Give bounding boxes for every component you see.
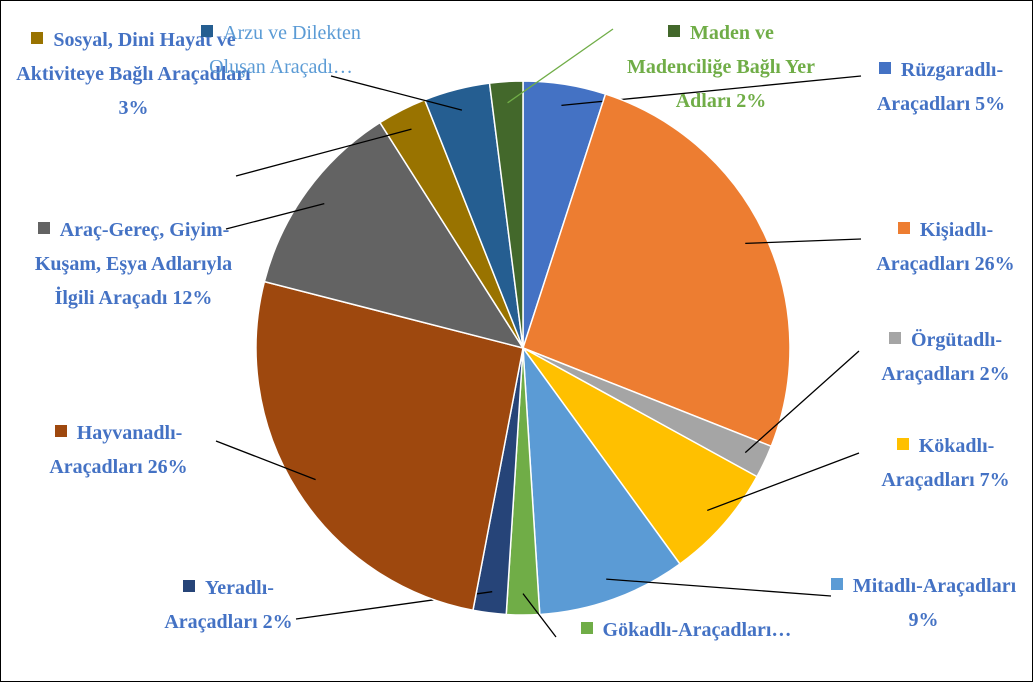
value-label: 2% xyxy=(979,363,1010,385)
value-label: 12% xyxy=(172,287,213,309)
legend-marker xyxy=(201,25,214,37)
leader-line xyxy=(235,128,412,177)
legend-marker xyxy=(668,25,681,37)
data-label: Kişiadlı-Araçadları 26% xyxy=(863,213,1028,281)
value-label: 26% xyxy=(147,456,188,478)
category-label: Örgütadlı-Araçadları xyxy=(881,329,1003,385)
data-label: Araç-Gereç, Giyim-Kuşam, Eşya Adlarıyla … xyxy=(16,213,251,315)
value-label: 2% xyxy=(262,611,293,633)
category-label: Rüzgaradlı-Araçadları xyxy=(876,59,1004,115)
pie-slice xyxy=(255,280,524,612)
leader-line xyxy=(225,202,325,230)
legend-marker xyxy=(878,62,891,74)
category-label: Sosyal, Dini Hayat ve Aktiviteye Bağlı A… xyxy=(16,29,251,85)
legend-marker xyxy=(897,222,910,234)
legend-marker xyxy=(888,332,901,344)
category-label: Kişiadlı-Araçadları xyxy=(876,219,994,275)
category-label: Yeradlı-Araçadları xyxy=(164,577,274,633)
data-label: Kökadlı-Araçadları 7% xyxy=(863,429,1028,497)
pie-slice xyxy=(263,121,525,350)
data-label: Yeradlı-Araçadları 2% xyxy=(141,571,316,639)
category-label: Maden ve Madenciliğe Bağlı Yer Adları xyxy=(626,22,816,112)
leader-line xyxy=(606,578,832,597)
leader-line xyxy=(507,28,614,104)
leader-line xyxy=(745,238,862,245)
value-label: 9% xyxy=(908,609,939,631)
category-label: Mitadlı-Araçadları xyxy=(852,575,1017,597)
category-label: Araç-Gereç, Giyim-Kuşam, Eşya Adlarıyla … xyxy=(34,219,233,309)
leader-line xyxy=(215,440,316,481)
legend-marker xyxy=(830,578,843,590)
data-label: Hayvanadlı-Araçadları 26% xyxy=(11,416,226,484)
leader-line xyxy=(330,75,463,111)
data-label: Mitadlı-Araçadları 9% xyxy=(821,569,1026,637)
category-label: Hayvanadlı-Araçadları xyxy=(49,422,183,478)
legend-marker xyxy=(37,222,50,234)
data-label: Sosyal, Dini Hayat ve Aktiviteye Bağlı A… xyxy=(16,23,251,125)
category-label: Kökadlı-Araçadları xyxy=(881,435,995,491)
value-label: 7% xyxy=(979,469,1010,491)
data-label: Arzu ve Dilekten Oluşan Araçadı… xyxy=(176,16,386,84)
pie-slice xyxy=(522,345,681,616)
value-label: 3% xyxy=(118,97,149,119)
leader-line xyxy=(744,350,860,454)
data-label: Gökadlı-Araçadları… xyxy=(561,613,811,647)
legend-marker xyxy=(31,32,44,44)
pie-slice xyxy=(522,347,758,566)
legend-marker xyxy=(183,580,196,592)
leader-line xyxy=(707,452,860,512)
category-label: Arzu ve Dilekten Oluşan Araçadı… xyxy=(209,22,361,78)
value-label: 5% xyxy=(975,93,1006,115)
legend-marker xyxy=(896,438,909,450)
data-label: Maden ve Madenciliğe Bağlı Yer Adları 2% xyxy=(616,16,826,118)
data-label: Örgütadlı-Araçadları 2% xyxy=(863,323,1028,391)
category-label: Gökadlı-Araçadları… xyxy=(602,619,792,641)
value-label: 2% xyxy=(736,90,767,112)
leader-line xyxy=(522,593,557,638)
value-label: 26% xyxy=(974,253,1015,275)
data-label: Rüzgaradlı-Araçadları 5% xyxy=(856,53,1026,121)
pie-slice xyxy=(488,80,524,349)
legend-marker xyxy=(580,622,593,634)
pie-slice xyxy=(522,93,791,448)
legend-marker xyxy=(54,425,67,437)
